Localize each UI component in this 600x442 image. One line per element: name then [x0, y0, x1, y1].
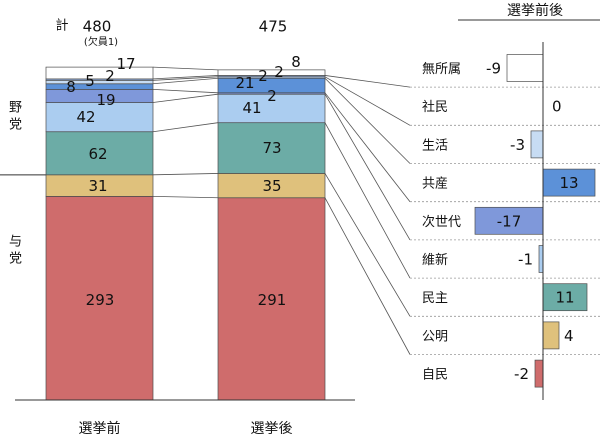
category-label: 選挙前	[79, 420, 121, 437]
bars	[45, 54, 596, 401]
change-title: 選挙前後	[507, 3, 563, 19]
stacked-bar-segment	[217, 69, 326, 76]
segment-value-label: 19	[96, 91, 115, 109]
fan-connector-line	[324, 197, 411, 355]
change-value-label: 0	[552, 98, 562, 116]
change-bar	[542, 321, 560, 350]
bar-connector-line	[152, 173, 219, 176]
segment-value-label: 2	[258, 67, 268, 85]
stacked-bar-segment	[217, 173, 326, 199]
fan-connector-line	[324, 173, 411, 317]
segment-value-label: 21	[235, 74, 254, 92]
segment-value-label: 73	[262, 139, 281, 157]
fan-connector-line	[324, 93, 411, 241]
change-value-label: 4	[564, 327, 574, 345]
bar-connector-line	[152, 76, 219, 81]
ruling-group-label: 与党	[6, 234, 21, 268]
change-bar	[474, 206, 544, 235]
party-label: 社民	[422, 99, 448, 115]
chart-labels: 1725819426231293選挙前822212417335291選挙後無所属…	[66, 53, 578, 437]
bar-connector-line	[152, 75, 219, 80]
stacked-bar-segment	[217, 197, 326, 401]
segment-value-label: 8	[291, 53, 301, 71]
fan-connector-line	[324, 75, 411, 88]
category-label: 選挙後	[251, 421, 293, 437]
bar-connector-line	[152, 93, 219, 103]
change-bar	[534, 359, 544, 388]
segment-value-label: 62	[88, 145, 107, 163]
change-bar	[538, 245, 544, 273]
total-label: 計	[55, 18, 69, 34]
change-value-label: -1	[518, 251, 533, 269]
change-value-label: -2	[514, 365, 529, 383]
stacked-bar-segment	[45, 83, 154, 90]
bar-connector-line	[152, 66, 219, 71]
party-label: 無所属	[422, 62, 461, 77]
party-label: 民主	[422, 291, 448, 306]
segment-value-label: 2	[267, 87, 277, 105]
bar-connector-line	[152, 77, 219, 85]
party-label: 共産	[422, 176, 448, 192]
segment-value-label: 8	[66, 78, 76, 96]
segment-value-label: 5	[85, 72, 95, 90]
segment-value-label: 291	[258, 291, 287, 309]
change-bar	[542, 283, 588, 312]
segment-value-label: 2	[274, 63, 284, 81]
change-value-label: 11	[555, 289, 574, 307]
change-bar	[542, 168, 596, 197]
segment-value-label: 31	[88, 177, 107, 195]
change-value-label: -9	[486, 60, 501, 78]
fan-connector-line	[324, 122, 411, 279]
party-label: 次世代	[422, 214, 461, 230]
change-bar	[530, 130, 544, 159]
stacked-bar-segment	[45, 131, 154, 176]
opposition-group-label: 野党	[6, 100, 21, 134]
change-bar	[506, 54, 544, 82]
party-label: 自民	[422, 368, 448, 383]
change-value-label: 13	[559, 174, 578, 192]
change-value-label: -3	[510, 136, 525, 154]
total-before: 480	[82, 17, 112, 36]
segment-value-label: 41	[242, 99, 261, 117]
fan-connector-line	[324, 92, 411, 202]
bar-connector-line	[152, 195, 219, 199]
vacancy-note: (欠員1)	[83, 37, 119, 48]
party-label: 公明	[422, 329, 448, 344]
segment-value-label: 2	[105, 67, 115, 85]
stacked-bar-segment	[45, 66, 154, 80]
bar-connector-line	[152, 122, 219, 133]
stacked-bar-segment	[217, 93, 326, 124]
fan-connector-line	[324, 76, 411, 126]
connector-lines	[0, 66, 600, 355]
bar-connector-line	[152, 88, 219, 94]
change-value-label: -17	[497, 212, 522, 230]
stacked-bar-segment	[45, 79, 154, 85]
party-label: 維新	[422, 252, 448, 268]
fan-connector-line	[324, 77, 411, 164]
segment-value-label: 17	[116, 55, 135, 73]
segment-value-label: 35	[262, 177, 281, 195]
total-after: 475	[258, 17, 288, 36]
segment-value-label: 293	[86, 291, 115, 309]
segment-value-label: 42	[76, 108, 95, 126]
axes	[15, 19, 600, 401]
party-label: 生活	[422, 138, 448, 153]
